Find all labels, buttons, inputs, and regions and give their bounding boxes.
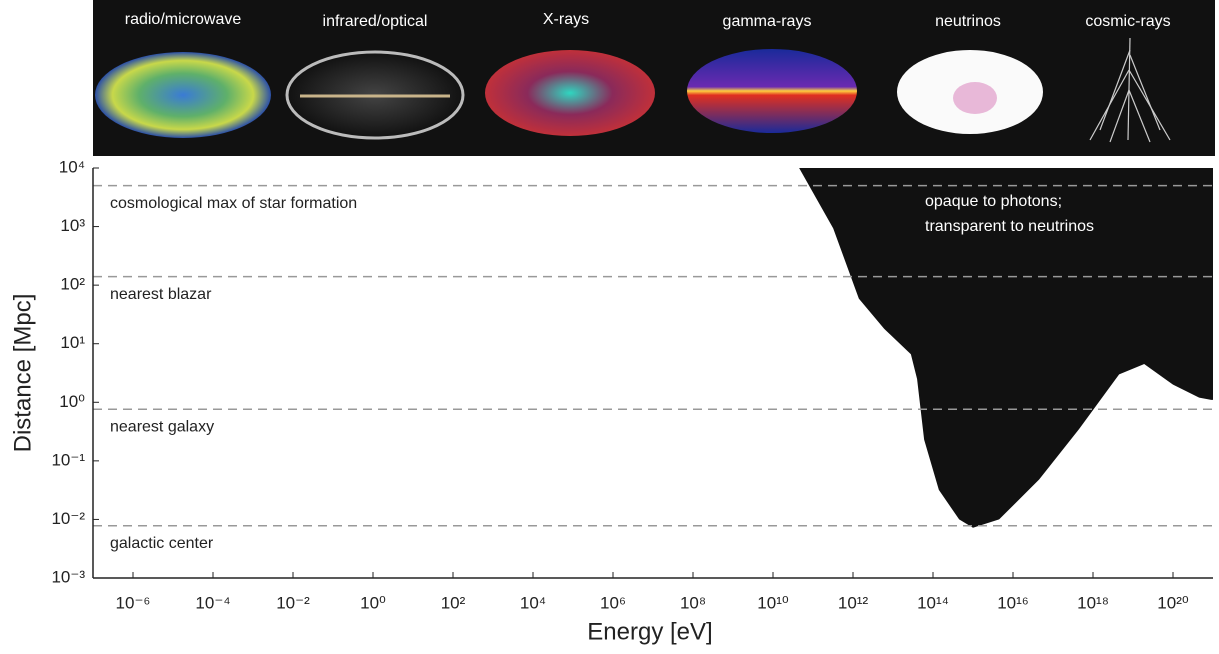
y-tick-label: 10⁻³ bbox=[51, 567, 85, 586]
reference-label: nearest blazar bbox=[110, 286, 212, 303]
y-tick-label: 10⁴ bbox=[59, 157, 85, 176]
y-tick-label: 10³ bbox=[60, 216, 85, 235]
x-tick-label: 10⁸ bbox=[680, 593, 706, 612]
x-tick-label: 10¹⁸ bbox=[1077, 593, 1109, 612]
messenger-label: gamma-rays bbox=[723, 13, 812, 30]
annotation: opaque to photons; bbox=[925, 193, 1062, 210]
messenger-label: infrared/optical bbox=[323, 13, 428, 30]
reference-label: cosmological max of star formation bbox=[110, 195, 357, 212]
y-tick-label: 10⁰ bbox=[59, 392, 85, 411]
y-tick-label: 10⁻² bbox=[51, 509, 85, 528]
x-tick-label: 10⁰ bbox=[360, 593, 386, 612]
x-axis-title: Energy [eV] bbox=[587, 618, 712, 645]
x-tick-label: 10²⁰ bbox=[1157, 593, 1189, 612]
cosmic-ray-shower bbox=[1089, 37, 1171, 143]
x-tick-label: 10¹² bbox=[838, 593, 869, 612]
x-tick-label: 10⁴ bbox=[520, 593, 546, 612]
reference-label: galactic center bbox=[110, 535, 214, 552]
y-tick-label: 10⁻¹ bbox=[51, 450, 85, 469]
sky-map bbox=[687, 49, 857, 133]
opaque-region bbox=[799, 168, 1213, 528]
messenger-label: X-rays bbox=[543, 11, 589, 28]
sky-map bbox=[95, 52, 271, 138]
annotation: transparent to neutrinos bbox=[925, 218, 1094, 235]
x-tick-label: 10² bbox=[441, 593, 466, 612]
x-tick-label: 10⁻² bbox=[276, 593, 310, 612]
y-tick-label: 10² bbox=[60, 275, 85, 294]
messenger-label: radio/microwave bbox=[125, 11, 242, 28]
x-tick-label: 10⁻⁶ bbox=[116, 593, 151, 612]
messenger-label: neutrinos bbox=[935, 13, 1001, 30]
x-tick-label: 10¹⁴ bbox=[917, 593, 949, 612]
x-tick-label: 10¹⁰ bbox=[757, 593, 789, 612]
messenger-label: cosmic-rays bbox=[1085, 13, 1170, 30]
plot-area: cosmological max of star formation neares… bbox=[51, 157, 1213, 612]
reference-label: nearest galaxy bbox=[110, 418, 214, 435]
y-tick-label: 10¹ bbox=[60, 333, 85, 352]
x-tick-label: 10⁻⁴ bbox=[195, 593, 230, 612]
y-axis-title: Distance [Mpc] bbox=[9, 294, 36, 453]
x-tick-label: 10⁶ bbox=[600, 593, 626, 612]
x-tick-label: 10¹⁶ bbox=[997, 593, 1029, 612]
sky-map-hotspot bbox=[953, 82, 997, 114]
sky-map bbox=[485, 50, 655, 136]
